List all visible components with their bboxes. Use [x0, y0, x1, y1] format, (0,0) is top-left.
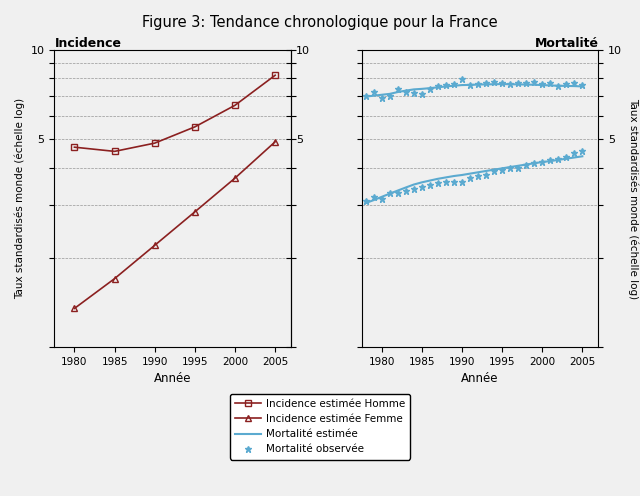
X-axis label: Année: Année — [461, 372, 499, 385]
Text: Incidence: Incidence — [54, 37, 122, 50]
Y-axis label: Taux standardisés monde (échelle log): Taux standardisés monde (échelle log) — [628, 98, 639, 299]
X-axis label: Année: Année — [154, 372, 191, 385]
Text: Mortalité: Mortalité — [534, 37, 598, 50]
Y-axis label: Taux standardisés monde (échelle log): Taux standardisés monde (échelle log) — [15, 98, 25, 299]
Text: Figure 3: Tendance chronologique pour la France: Figure 3: Tendance chronologique pour la… — [142, 15, 498, 30]
Legend: Incidence estimée Homme, Incidence estimée Femme, Mortalité estimée, Mortalité o: Incidence estimée Homme, Incidence estim… — [230, 393, 410, 460]
